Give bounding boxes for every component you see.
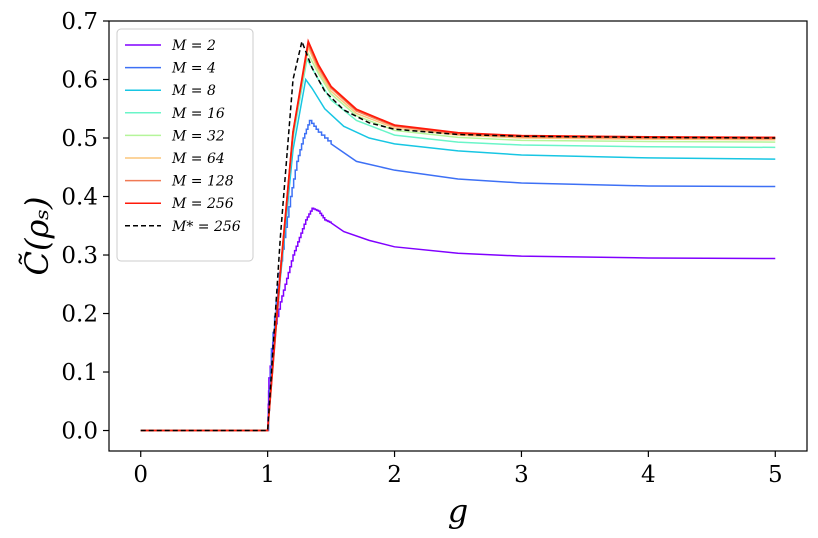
y-tick-label: 0.4	[61, 185, 98, 211]
y-tick-label: 0.6	[61, 68, 98, 94]
y-tick-label: 0.7	[61, 9, 98, 35]
x-tick-label: 5	[768, 462, 783, 488]
y-axis-label: C̃(ρₛ)	[18, 196, 56, 275]
plot-lines	[140, 38, 776, 432]
legend-label: M = 2	[171, 38, 216, 54]
series-line-8	[140, 38, 776, 432]
legend: M = 2 M = 4 M = 8 M = 16 M = 32 M = 64 M = 128…	[116, 28, 254, 262]
y-tick-label: 0.5	[61, 126, 98, 152]
x-tick-label: 2	[387, 462, 402, 488]
legend-label: M = 128	[171, 174, 234, 190]
x-tick-label: 0	[133, 462, 148, 488]
series-line-7	[140, 38, 776, 432]
legend-label: M = 256	[171, 196, 234, 212]
x-axis-ticks: 0 1 2 3 4 5	[133, 451, 783, 488]
legend-label: M* = 256	[171, 219, 241, 235]
y-tick-label: 0.0	[61, 419, 98, 445]
y-tick-label: 0.3	[61, 243, 98, 269]
legend-label: M = 16	[171, 106, 225, 122]
x-tick-label: 1	[260, 462, 275, 488]
y-tick-label: 0.1	[61, 360, 98, 386]
legend-label: M = 4	[171, 61, 216, 77]
x-axis-label: g	[448, 492, 468, 530]
x-tick-label: 3	[514, 462, 529, 488]
y-tick-label: 0.2	[61, 302, 98, 328]
legend-label: M = 8	[171, 83, 216, 99]
y-axis-ticks: 0.0 0.1 0.2 0.3 0.4 0.5 0.6 0.7	[61, 9, 109, 445]
plot-frame	[108, 20, 808, 452]
legend-label: M = 64	[171, 151, 225, 167]
x-tick-label: 4	[641, 462, 656, 488]
legend-label: M = 32	[171, 128, 225, 144]
